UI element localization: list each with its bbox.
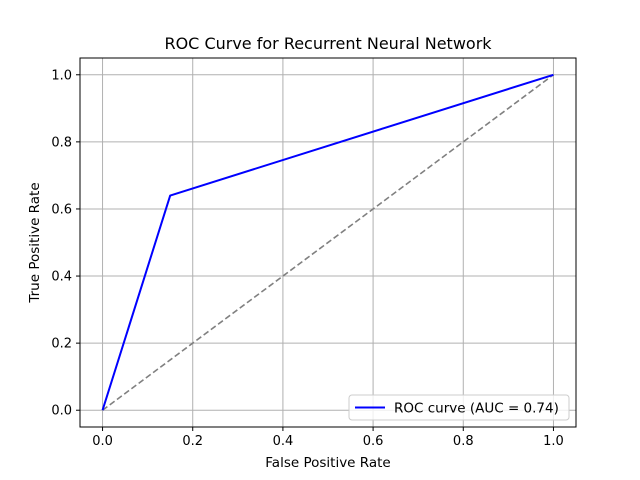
x-tick-label: 1.0 xyxy=(543,434,564,449)
plot-frame xyxy=(79,57,577,428)
y-tick-label: 1.0 xyxy=(51,68,72,83)
y-tick-label: 0.6 xyxy=(51,202,72,217)
roc-curve-line xyxy=(101,73,554,411)
y-tick-label: 0.4 xyxy=(51,270,72,285)
plot-lines xyxy=(101,73,554,411)
x-tick-label: 0.0 xyxy=(92,434,113,449)
grid xyxy=(80,58,576,427)
legend-label-roc: ROC curve (AUC = 0.74) xyxy=(394,401,559,417)
x-tick-label: 0.4 xyxy=(273,434,294,449)
chart-title: ROC Curve for Recurrent Neural Network xyxy=(164,34,492,53)
axis-ticks: 0.0 0.2 0.4 0.6 0.8 1.0 0.0 0.2 0.4 0.6 0.8 1.0 xyxy=(51,68,563,449)
y-axis-label: True Positive Rate xyxy=(27,182,43,303)
chance-diagonal-line xyxy=(102,74,554,411)
legend: ROC curve (AUC = 0.74) xyxy=(348,394,570,421)
legend-box xyxy=(348,394,570,421)
x-axis-label: False Positive Rate xyxy=(265,455,390,471)
x-tick-label: 0.8 xyxy=(453,434,474,449)
y-tick-label: 0.8 xyxy=(51,135,72,150)
x-tick-label: 0.2 xyxy=(182,434,203,449)
y-tick-label: 0.2 xyxy=(51,337,72,352)
x-tick-label: 0.6 xyxy=(363,434,384,449)
y-tick-label: 0.0 xyxy=(51,404,72,419)
